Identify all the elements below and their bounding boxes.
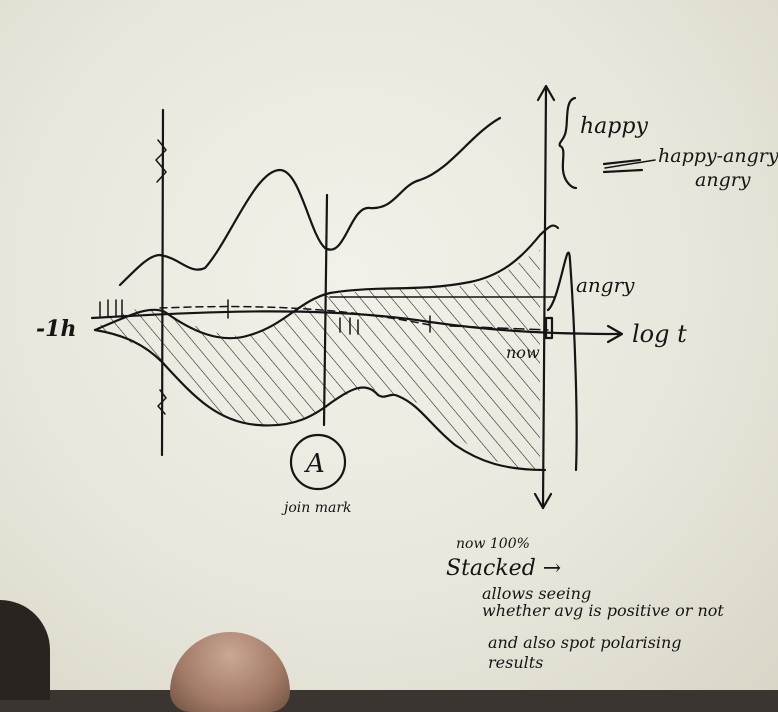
label-minus-one-hour: -1h [36,316,76,342]
notes: now 100% Stacked → allows seeing whether… [446,536,724,672]
hand-drawn-diagram: happy happy-angry angry angry -1h log t … [36,84,778,672]
note-line-3: allows seeing [482,584,591,603]
connector-line [159,305,431,326]
happy-curve [118,116,502,287]
note-line-6: results [488,653,543,672]
crossed-word [602,158,644,174]
left-axis [160,108,165,457]
label-happy-angry: happy-angry [658,145,778,167]
label-happy: happy [580,114,648,139]
note-line-4: whether avg is positive or not [482,601,724,620]
connector-line-2 [449,325,549,331]
label-marker-caption: join mark [281,500,352,516]
happy-brace [558,96,578,190]
happy-angry-pointer [604,159,656,169]
right-axis [541,86,548,510]
right-axis-arrow-up [536,84,556,102]
marker-line [322,193,329,427]
note-line-5: and also spot polarising [488,633,682,652]
happy-angry-boundary [93,224,560,340]
angry-boundary [93,328,547,472]
label-now: now [506,343,540,362]
right-axis-arrow-down [533,492,553,510]
label-angry: angry [576,273,635,297]
label-marker-a: A [304,449,325,479]
label-happy-angry-line2: angry [695,169,751,191]
marker-circle [289,433,347,491]
now-marker [544,316,554,340]
time-axis-arrowhead [606,324,624,344]
tick-marks [99,299,431,335]
note-line-1: now 100% [456,536,530,552]
angry-spike [546,251,578,472]
label-log-t: log t [632,320,687,348]
note-line-2: Stacked → [446,556,561,581]
left-axis-scribble [155,139,167,415]
